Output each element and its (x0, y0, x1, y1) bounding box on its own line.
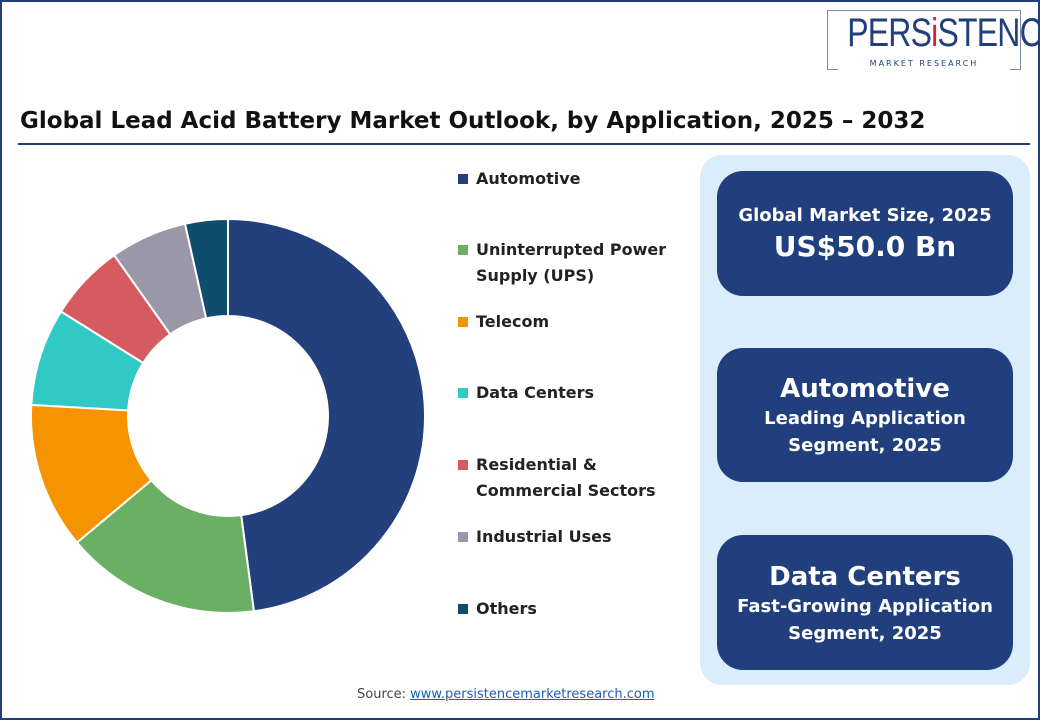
legend-item: Automotive (458, 166, 581, 192)
legend-label-line: Supply (UPS) (476, 266, 595, 285)
card-value: Automotive (780, 374, 950, 404)
legend-label-line: Others (476, 599, 537, 618)
legend-label-line: Data Centers (476, 383, 594, 402)
card-value: Data Centers (769, 561, 961, 592)
donut-slice-automotive (227, 217, 426, 613)
card-label: Fast-Growing Application (737, 595, 993, 617)
legend-swatch (458, 532, 468, 542)
legend-label: Residential & Commercial Sectors (476, 452, 656, 504)
legend-swatch (458, 460, 468, 470)
donut-chart (30, 217, 426, 614)
logo-text-i: i (931, 11, 938, 55)
legend-swatch (458, 317, 468, 327)
legend-item: Uninterrupted Power Supply (UPS) (458, 237, 666, 289)
logo-subtext: MARKET RESEARCH (838, 58, 1010, 70)
card-label: Segment, 2025 (788, 622, 942, 644)
legend-item: Industrial Uses (458, 524, 611, 550)
legend-item: Data Centers (458, 380, 594, 406)
source: Source: www.persistencemarketresearch.co… (357, 687, 655, 702)
legend-label-line: Automotive (476, 169, 581, 188)
logo-text: PERS (847, 11, 932, 55)
source-link[interactable]: www.persistencemarketresearch.com (410, 687, 655, 702)
legend-label: Telecom (476, 309, 549, 335)
card-value: US$50.0 Bn (773, 229, 957, 263)
legend-label-line: Telecom (476, 312, 550, 331)
leading-segment-card: Automotive Leading Application Segment, … (717, 348, 1013, 482)
legend-item: Residential & Commercial Sectors (458, 452, 656, 504)
legend-label-line: Industrial Uses (476, 527, 612, 546)
logo-text-b: STENCE (937, 11, 1040, 55)
legend-label-line: Uninterrupted Power (476, 240, 667, 259)
card-label: Segment, 2025 (788, 435, 942, 456)
legend-item: Telecom (458, 309, 549, 335)
card-label: Leading Application (764, 408, 966, 429)
legend-swatch (458, 388, 468, 398)
legend-swatch (458, 245, 468, 255)
donut-slice-others (183, 217, 229, 320)
title-divider (18, 143, 1030, 145)
source-label: Source: (357, 687, 407, 702)
legend-label: Data Centers (476, 380, 594, 406)
legend-label: Automotive (476, 166, 581, 192)
fast-growing-card: Data Centers Fast-Growing Application Se… (717, 535, 1013, 670)
legend-label: Industrial Uses (476, 524, 611, 550)
card-label: Global Market Size, 2025 (738, 204, 992, 226)
legend-swatch (458, 174, 468, 184)
chart-title: Global Lead Acid Battery Market Outlook,… (20, 108, 926, 134)
legend-label: Uninterrupted Power Supply (UPS) (476, 237, 666, 289)
market-size-card: Global Market Size, 2025 US$50.0 Bn (717, 171, 1013, 296)
legend-item: Others (458, 596, 537, 622)
legend-label-line: Residential & (476, 455, 597, 474)
logo: PERSiSTENCE MARKET RESEARCH (827, 10, 1040, 70)
legend-label: Others (476, 596, 537, 622)
legend-label-line: Commercial Sectors (476, 481, 656, 500)
legend-swatch (458, 604, 468, 614)
